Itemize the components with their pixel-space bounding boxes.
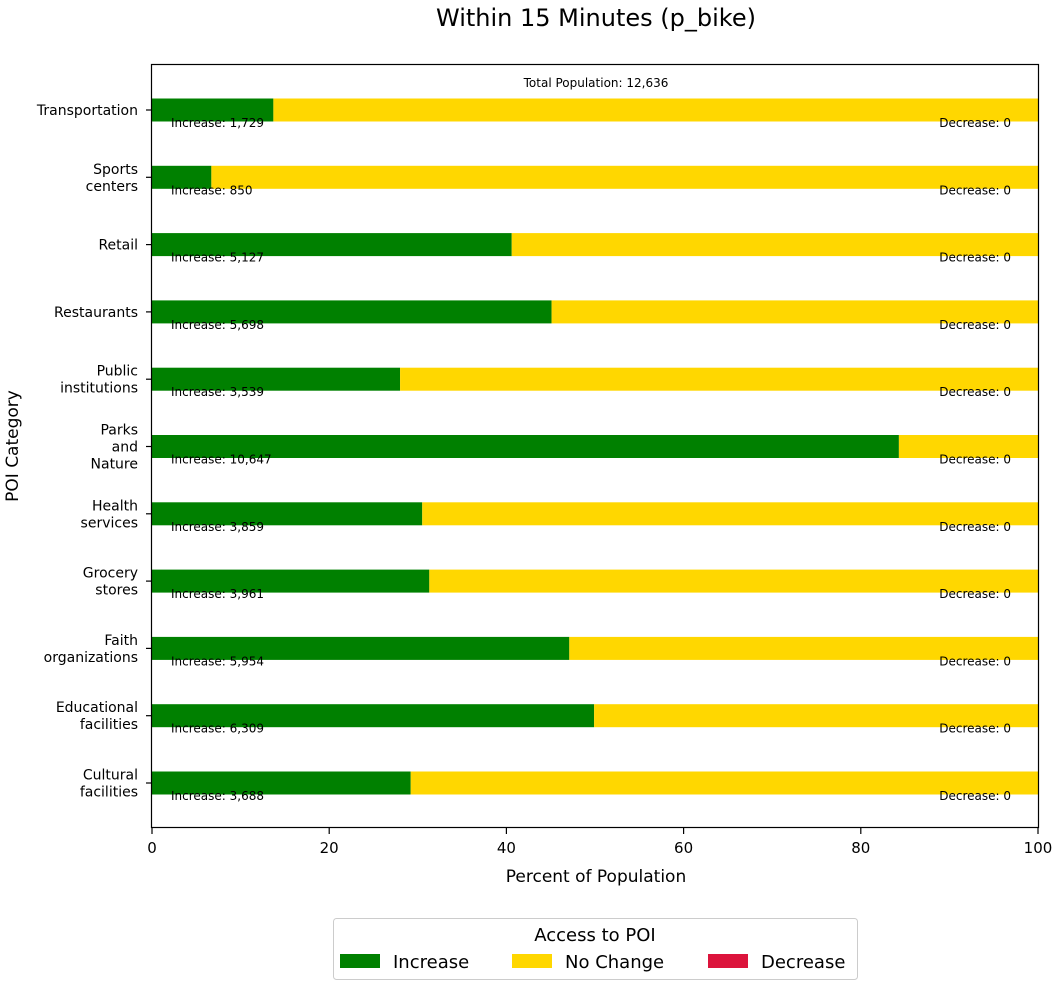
increase-label-restaurants: Increase: 5,698 <box>171 318 264 332</box>
category-label-parks-and-nature: Parks and Nature <box>91 423 138 473</box>
x-tick-label-40: 40 <box>497 839 516 857</box>
bar-increase-health-services <box>152 502 423 526</box>
category-label-cultural-facilities: Cultural facilities <box>80 768 138 801</box>
y-axis-label: POI Category <box>3 390 23 502</box>
legend-label-no-change: No Change <box>565 952 664 973</box>
decrease-label-retail: Decrease: 0 <box>939 251 1011 265</box>
category-label-health-services: Health services <box>81 498 138 531</box>
increase-label-health-services: Increase: 3,859 <box>171 520 264 534</box>
legend-swatch-no-change <box>512 954 552 968</box>
legend-title: Access to POI <box>534 925 655 946</box>
bar-increase-transportation <box>152 98 274 122</box>
bar-increase-grocery-stores <box>152 569 430 593</box>
bar-increase-faith-organizations <box>152 636 570 660</box>
bar-no-change-restaurants <box>551 300 1038 324</box>
bar-increase-sports-centers <box>152 165 212 189</box>
category-label-grocery-stores: Grocery stores <box>83 566 138 599</box>
bar-no-change-retail <box>511 233 1039 257</box>
decrease-label-transportation: Decrease: 0 <box>939 116 1011 130</box>
increase-label-educational-facilities: Increase: 6,309 <box>171 722 264 736</box>
legend-label-decrease: Decrease <box>761 952 845 973</box>
decrease-label-parks-and-nature: Decrease: 0 <box>939 453 1011 467</box>
bar-increase-cultural-facilities <box>152 771 411 795</box>
increase-label-sports-centers: Increase: 850 <box>171 183 253 197</box>
legend-label-increase: Increase <box>393 952 469 973</box>
category-label-restaurants: Restaurants <box>54 305 138 321</box>
x-tick-label-0: 0 <box>147 839 157 857</box>
category-label-faith-organizations: Faith organizations <box>44 633 138 666</box>
decrease-label-educational-facilities: Decrease: 0 <box>939 722 1011 736</box>
increase-label-public-institutions: Increase: 3,539 <box>171 385 264 399</box>
bar-increase-educational-facilities <box>152 704 595 728</box>
bar-increase-parks-and-nature <box>152 435 899 458</box>
category-label-sports-centers: Sports centers <box>86 162 138 195</box>
bar-no-change-public-institutions <box>400 367 1039 391</box>
bar-no-change-grocery-stores <box>429 569 1038 593</box>
x-tick-label-20: 20 <box>320 839 339 857</box>
category-label-educational-facilities: Educational facilities <box>56 700 138 733</box>
decrease-label-sports-centers: Decrease: 0 <box>939 183 1011 197</box>
bar-no-change-cultural-facilities <box>410 771 1039 795</box>
bar-increase-public-institutions <box>152 367 401 391</box>
increase-label-faith-organizations: Increase: 5,954 <box>171 654 264 668</box>
plot-area: Transportation Increase: 1,729 Decrease: 0… <box>36 98 1053 857</box>
x-tick-label-80: 80 <box>851 839 870 857</box>
decrease-label-cultural-facilities: Decrease: 0 <box>939 789 1011 803</box>
bar-no-change-faith-organizations <box>569 636 1038 660</box>
x-tick-label-100: 100 <box>1024 839 1053 857</box>
total-population-label: Total Population: 12,636 <box>523 76 669 90</box>
legend-swatch-decrease <box>708 954 748 968</box>
legend: Access to POI Increase No Change Decreas… <box>333 918 858 980</box>
category-label-retail: Retail <box>98 238 138 254</box>
plot-frame <box>150 63 1040 829</box>
increase-label-cultural-facilities: Increase: 3,688 <box>171 789 264 803</box>
increase-label-transportation: Increase: 1,729 <box>171 116 264 130</box>
x-tick-label-60: 60 <box>674 839 693 857</box>
decrease-label-faith-organizations: Decrease: 0 <box>939 654 1011 668</box>
decrease-label-health-services: Decrease: 0 <box>939 520 1011 534</box>
bar-no-change-transportation <box>273 98 1038 122</box>
increase-label-grocery-stores: Increase: 3,961 <box>171 587 264 601</box>
legend-swatch-increase <box>340 954 380 968</box>
chart-title: Within 15 Minutes (p_bike) <box>436 4 756 32</box>
x-axis-label: Percent of Population <box>506 867 686 887</box>
bar-increase-restaurants <box>152 300 552 324</box>
category-label-public-institutions: Public institutions <box>60 364 138 397</box>
decrease-label-grocery-stores: Decrease: 0 <box>939 587 1011 601</box>
bar-no-change-parks-and-nature <box>898 435 1038 458</box>
bar-no-change-sports-centers <box>211 165 1039 189</box>
bar-no-change-educational-facilities <box>594 704 1038 728</box>
category-label-transportation: Transportation <box>36 103 138 119</box>
increase-label-parks-and-nature: Increase: 10,647 <box>171 453 272 467</box>
decrease-label-restaurants: Decrease: 0 <box>939 318 1011 332</box>
increase-label-retail: Increase: 5,127 <box>171 251 264 265</box>
decrease-label-public-institutions: Decrease: 0 <box>939 385 1011 399</box>
bar-increase-retail <box>152 233 512 257</box>
bar-no-change-health-services <box>422 502 1039 526</box>
